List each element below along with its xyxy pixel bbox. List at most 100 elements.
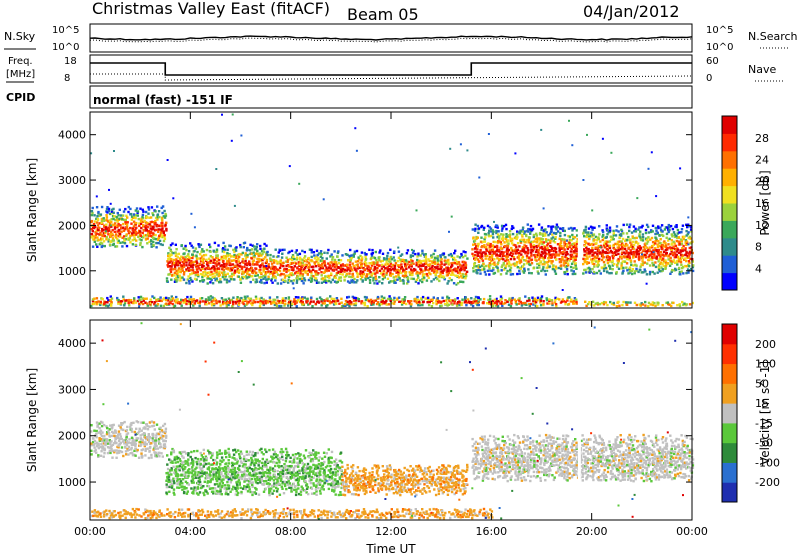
- velocity-echo-cell: [207, 468, 210, 471]
- power-echo-cell: [360, 259, 363, 262]
- power-echo-cell: [368, 281, 372, 284]
- power-echo-cell: [570, 262, 574, 265]
- power-echo-cell: [249, 243, 252, 246]
- power-echo-cell: [657, 253, 661, 257]
- power-echo-cell: [502, 251, 505, 254]
- power-echo-cell: [404, 265, 407, 268]
- power-echo-cell: [527, 227, 530, 231]
- power-echo-cell: [637, 242, 640, 245]
- power-echo-cell: [100, 219, 104, 223]
- power-echo-cell: [136, 211, 139, 214]
- power-echo-cell: [496, 268, 500, 272]
- velocity-echo-cell: [103, 434, 106, 438]
- power-echo-cell: [168, 253, 171, 256]
- power-echo-cell: [498, 235, 501, 238]
- power-echo-cell: [302, 302, 305, 306]
- power-echo-cell: [421, 303, 424, 307]
- power-echo-cell: [495, 303, 499, 306]
- power-echo-cell: [519, 259, 523, 262]
- power-echo-cell: [95, 243, 98, 246]
- velocity-echo-cell: [203, 462, 206, 465]
- power-echo-cell: [685, 234, 688, 237]
- power-echo-cell: [385, 271, 388, 275]
- velocity-echo-cell: [151, 438, 154, 442]
- velocity-echo-cell: [129, 441, 132, 445]
- power-echo-cell: [199, 260, 203, 263]
- velocity-echo-cell: [171, 460, 174, 463]
- power-echo-cell: [673, 235, 677, 239]
- power-echo-cell: [562, 247, 565, 250]
- power-echo-cell: [148, 223, 151, 226]
- power-echo-cell: [179, 279, 182, 282]
- power-echo-cell: [296, 275, 299, 278]
- power-echo-cell: [170, 253, 173, 257]
- power-echo-cell: [326, 268, 329, 271]
- power-echo-cell: [550, 299, 553, 302]
- velocity-echo-cell: [105, 438, 109, 441]
- power-echo-cell: [176, 255, 179, 259]
- power-echo-cell: [435, 270, 439, 273]
- power-echo-cell: [497, 261, 500, 264]
- power-echo-cell: [596, 303, 600, 306]
- power-echo-cell: [473, 300, 477, 303]
- power-echo-cell: [525, 303, 528, 306]
- velocity-echo-cell: [131, 439, 134, 442]
- power-echo-cell: [363, 301, 367, 304]
- power-echo-cell: [384, 267, 387, 270]
- power-echo-cell: [692, 264, 695, 267]
- power-echo-cell: [642, 255, 645, 258]
- power-echo-cell: [246, 262, 249, 265]
- power-echo-cell: [647, 255, 650, 259]
- power-echo-cell: [464, 261, 467, 264]
- power-echo-cell: [431, 262, 434, 265]
- power-echo-cell: [591, 226, 594, 229]
- power-echo-cell: [184, 244, 187, 248]
- power-echo-cell: [527, 230, 530, 233]
- power-echo-cell: [213, 269, 216, 272]
- power-echo-cell: [472, 243, 475, 246]
- power-echo-cell: [354, 299, 358, 302]
- colorbar-tick-label: 20: [755, 175, 769, 188]
- power-echo-cell: [188, 257, 192, 260]
- power-echo-cell: [98, 222, 101, 225]
- power-echo-cell: [673, 256, 676, 259]
- power-echo-cell: [356, 297, 359, 300]
- power-echo-cell: [582, 257, 585, 261]
- power-echo-cell: [265, 260, 268, 264]
- power-echo-cell: [554, 265, 558, 268]
- power-echo-cell: [110, 218, 113, 221]
- power-echo-cell: [520, 253, 523, 256]
- power-echo-cell: [681, 249, 684, 253]
- power-echo-cell: [139, 243, 142, 247]
- power-echo-cell: [325, 281, 328, 284]
- power-echo-cell: [687, 260, 691, 263]
- power-echo-cell: [194, 264, 198, 267]
- power-echo-cell: [684, 239, 688, 242]
- velocity-echo-cell: [158, 455, 161, 458]
- power-echo-cell: [138, 302, 141, 306]
- power-echo-cell: [582, 262, 585, 266]
- power-echo-cell: [666, 248, 669, 251]
- power-echo-cell: [340, 301, 343, 304]
- power-echo-cell: [136, 214, 139, 217]
- power-echo-cell: [687, 225, 691, 228]
- power-echo-cell: [206, 275, 210, 278]
- colorbar-frame: [721, 115, 738, 291]
- power-echo-cell: [209, 245, 212, 249]
- power-echo-cell: [114, 234, 117, 238]
- velocity-echo-cell: [158, 451, 161, 454]
- power-echo-cell: [439, 256, 442, 259]
- power-echo-cell: [414, 297, 417, 301]
- power-echo-cell: [411, 271, 414, 274]
- power-echo-cell: [262, 265, 265, 268]
- power-echo-cell: [654, 265, 658, 269]
- power-echo-cell: [189, 262, 193, 265]
- velocity-echo-cell: [125, 443, 129, 447]
- power-echo-cell: [207, 264, 210, 267]
- power-echo-cell: [238, 265, 241, 268]
- power-echo-cell: [310, 270, 313, 273]
- power-echo-cell: [287, 304, 290, 307]
- power-echo-cell: [584, 225, 588, 229]
- power-echo-cell: [472, 236, 475, 239]
- power-echo-cell: [568, 296, 571, 299]
